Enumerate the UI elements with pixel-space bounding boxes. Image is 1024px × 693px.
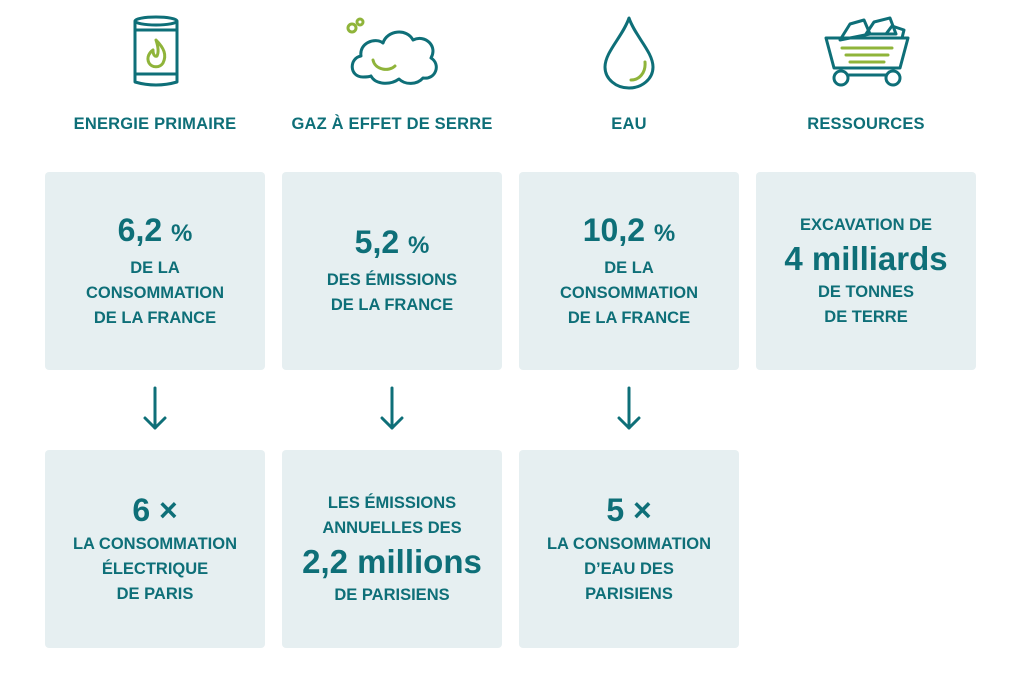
stat-unit: % (171, 219, 193, 247)
stat-number: 6 × (132, 491, 178, 528)
stat-number: 4 milliards (784, 239, 948, 277)
stat-prefix: EXCAVATION DE (799, 215, 932, 234)
stat-caption: LA CONSOMMATION ÉLECTRIQUE DE PARIS (72, 534, 238, 603)
eau-share-card: 10,2 % DE LA CONSOMMATION DE LA FRANCE (519, 172, 739, 370)
stat-caption: DES ÉMISSIONS DE LA FRANCE (326, 271, 458, 314)
gaz-share-card: 5,2 % DES ÉMISSIONS DE LA FRANCE (282, 172, 502, 370)
mine-cart-icon (816, 12, 916, 92)
water-drop-icon (579, 12, 679, 92)
stat-caption: DE PARISIENS (334, 585, 450, 604)
arrow-down-icon (377, 386, 407, 432)
gaz-comparison-card: LES ÉMISSIONS ANNUELLES DES 2,2 millions… (282, 450, 502, 648)
energie-share-card: 6,2 % DE LA CONSOMMATION DE LA FRANCE (45, 172, 265, 370)
stat-unit: % (653, 219, 676, 247)
fuel-barrel-flame-icon (106, 12, 206, 92)
stat-value: 10,2 % (583, 212, 676, 252)
category-eau: EAU (611, 115, 647, 133)
stat-prefix: LES ÉMISSIONS ANNUELLES DES (322, 493, 462, 537)
stat-caption: LA CONSOMMATION D’EAU DES PARISIENS (546, 534, 712, 603)
gas-cloud-icon (343, 12, 443, 92)
category-ressources: RESSOURCES (807, 115, 925, 133)
category-energie-primaire: ENERGIE PRIMAIRE (73, 115, 237, 133)
stat-number: 2,2 millions (302, 542, 482, 580)
ressources-card: EXCAVATION DE 4 milliards DE TONNES DE T… (756, 172, 976, 370)
stat-caption: DE LA CONSOMMATION DE LA FRANCE (559, 258, 699, 327)
stat-unit: % (408, 232, 430, 259)
category-gaz-effet-de-serre: GAZ À EFFET DE SERRE (291, 115, 493, 133)
arrow-down-icon (140, 386, 170, 432)
stat-value: 5,2 % (355, 224, 430, 264)
stat-number: 10,2 (582, 211, 646, 248)
arrow-down-icon (614, 386, 644, 432)
stat-caption: DE TONNES DE TERRE (818, 282, 914, 326)
energie-comparison-card: 6 × LA CONSOMMATION ÉLECTRIQUE DE PARIS (45, 450, 265, 648)
stat-number: 5,2 (354, 224, 400, 260)
stat-caption: DE LA CONSOMMATION DE LA FRANCE (85, 258, 225, 327)
stat-number: 5 × (606, 491, 652, 528)
stat-value: 6,2 % (118, 212, 193, 252)
eau-comparison-card: 5 × LA CONSOMMATION D’EAU DES PARISIENS (519, 450, 739, 648)
stat-number: 6,2 (117, 211, 163, 248)
